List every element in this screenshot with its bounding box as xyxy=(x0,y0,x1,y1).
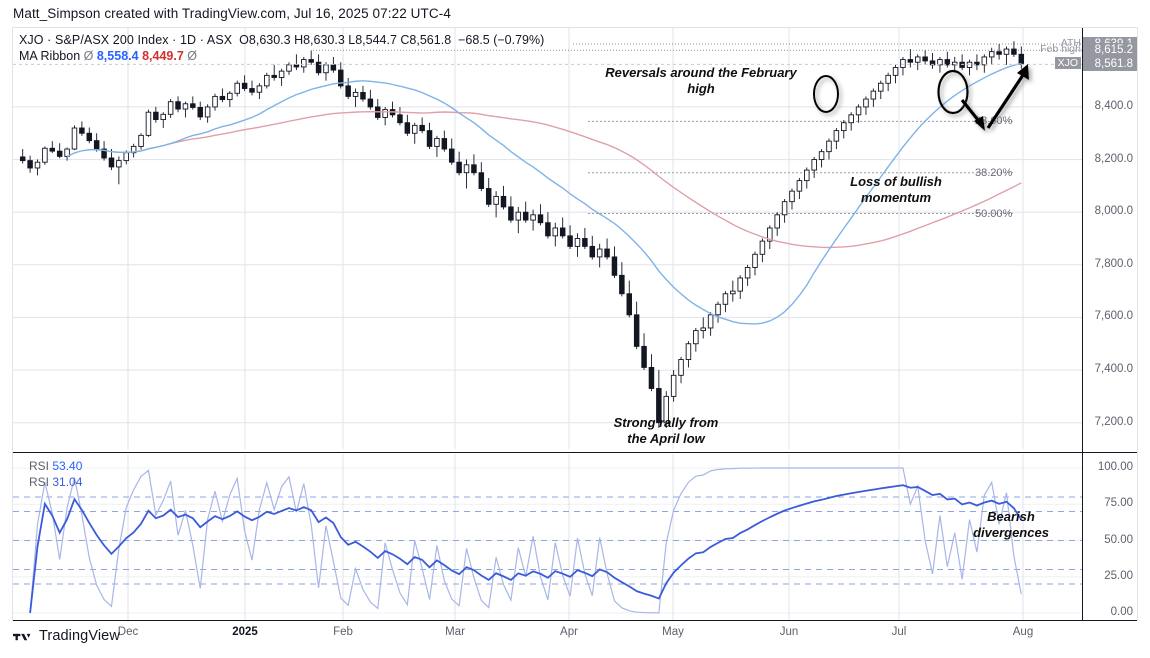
time-axis[interactable]: Dec 2025 Feb Mar Apr May Jun Jul Aug xyxy=(13,622,1137,648)
time-axis-label-2025: 2025 xyxy=(232,626,258,638)
price-axis-tick-7200: 7,200.0 xyxy=(1094,415,1133,428)
ma-ribbon-label[interactable]: MA Ribbon xyxy=(19,49,81,63)
rsi-value-2: 31.04 xyxy=(52,475,83,489)
price-axis-tick-8400: 8,400.0 xyxy=(1094,99,1133,112)
tradingview-logo-icon xyxy=(13,633,31,640)
pane-divider xyxy=(13,452,1137,453)
price-tag-value-xjo: 8,561.8 xyxy=(1083,57,1137,72)
price-axis-tick-7600: 7,600.0 xyxy=(1094,310,1133,323)
rsi-legend-row-2: RSI 31.04 xyxy=(29,474,82,490)
rsi-bottom-border xyxy=(13,620,1137,621)
price-legend[interactable]: XJO · S&P/ASX 200 Index · 1D · ASX O8,63… xyxy=(19,33,544,48)
fib-label-382: 38.20% xyxy=(975,166,1013,179)
time-axis-label-apr: Apr xyxy=(560,626,578,638)
rsi-axis-tick-0: 0.00 xyxy=(1110,606,1133,618)
price-axis-tick-8200: 8,200.0 xyxy=(1094,152,1133,165)
rsi-label-2: RSI xyxy=(29,475,50,489)
rsi-value-1: 53.40 xyxy=(52,459,83,473)
legend-change: −68.5 (−0.79%) xyxy=(458,33,545,47)
footer: TradingView xyxy=(13,628,120,644)
rsi-axis-tick-25: 25.00 xyxy=(1104,569,1133,582)
price-axis-separator xyxy=(1082,28,1083,620)
rsi-axis-tick-100: 100.00 xyxy=(1097,461,1133,473)
time-axis-label-mar: Mar xyxy=(445,626,465,638)
price-axis-tick-8000: 8,000.0 xyxy=(1094,205,1133,218)
rsi-legend[interactable]: RSI 53.40 RSI 31.04 xyxy=(29,458,82,490)
rsi-legend-row-1: RSI 53.40 xyxy=(29,458,82,474)
ma-slow-value: 8,449.7 xyxy=(142,49,184,63)
rsi-axis-tick-50: 50.00 xyxy=(1104,533,1133,546)
ma-nil-2: Ø xyxy=(187,49,197,63)
credit-line: Matt_Simpson created with TradingView.co… xyxy=(13,6,451,21)
annotation-strong-rally: Strong rally from the April low xyxy=(613,415,719,446)
price-axis-tick-7800: 7,800.0 xyxy=(1094,257,1133,270)
time-axis-label-jul: Jul xyxy=(891,626,907,638)
ma-nil-1: Ø xyxy=(83,49,94,63)
ma-fast-value: 8,558.4 xyxy=(96,49,139,63)
fib-label-500: 50.00% xyxy=(975,207,1013,220)
rsi-axis-tick-75: 75.00 xyxy=(1104,497,1133,510)
rsi-label-1: RSI xyxy=(29,459,50,473)
time-axis-label-jun: Jun xyxy=(779,626,799,638)
rsi-chart-canvas[interactable] xyxy=(13,454,1083,621)
tradingview-brand-label: TradingView xyxy=(39,628,120,644)
price-axis[interactable]: ATH 8,639.1 Feb high 8,615.2 XJO 8,561.8… xyxy=(1040,28,1137,620)
price-chart-canvas[interactable] xyxy=(13,28,1083,449)
legend-symbol[interactable]: XJO · S&P/ASX 200 Index · 1D · ASX xyxy=(19,33,233,47)
time-axis-label-feb: Feb xyxy=(333,626,353,638)
fib-label-236: 23.60% xyxy=(975,115,1013,128)
price-tag-value-feb-high: 8,615.2 xyxy=(1083,43,1137,58)
annotation-loss-of-momentum: Loss of bullish momentum xyxy=(850,174,942,205)
time-axis-label-aug: Aug xyxy=(1012,626,1034,638)
rsi-pane[interactable] xyxy=(13,454,1083,621)
time-axis-label-may: May xyxy=(662,626,684,638)
time-axis-label-dec: Dec xyxy=(117,626,139,638)
price-axis-tick-7400: 7,400.0 xyxy=(1094,363,1133,376)
annotation-reversals: Reversals around the February high xyxy=(605,65,797,96)
annotation-bearish-divergences: Bearish divergences xyxy=(973,509,1049,540)
price-tag-name-xjo: XJO xyxy=(1054,57,1081,70)
price-tag-name-feb-high: Feb high xyxy=(1040,43,1081,56)
chart-frame[interactable]: XJO · S&P/ASX 200 Index · 1D · ASX O8,63… xyxy=(12,27,1138,638)
legend-ohlc: O8,630.3 H8,630.3 L8,544.7 C8,561.8 xyxy=(239,33,452,47)
price-pane[interactable] xyxy=(13,28,1083,449)
ma-ribbon-legend[interactable]: MA Ribbon Ø 8,558.4 8,449.7 Ø xyxy=(19,49,197,64)
price-tag-name-ath: ATH xyxy=(1060,37,1081,50)
